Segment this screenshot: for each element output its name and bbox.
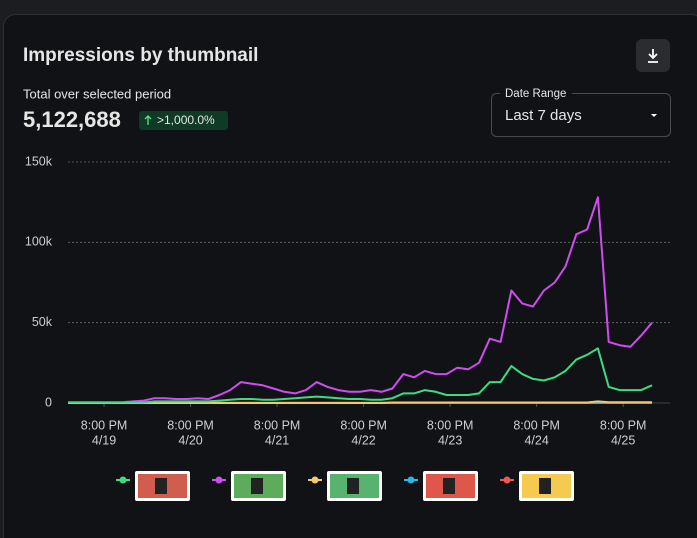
total-value: 5,122,688 xyxy=(23,107,121,132)
y-tick-label: 0 xyxy=(45,395,52,409)
legend-thumbnail-art xyxy=(347,478,359,494)
date-range-value: Last 7 days xyxy=(505,107,582,124)
legend-marker-dot xyxy=(407,476,415,484)
y-tick-label: 50k xyxy=(32,315,53,329)
card xyxy=(3,14,697,538)
series-line xyxy=(68,196,653,404)
change-badge xyxy=(139,111,228,130)
legend-item[interactable] xyxy=(404,471,478,501)
date-range-label: Date Range xyxy=(505,88,566,100)
x-tick-label: 4/22 xyxy=(351,433,375,447)
legend-marker-dot xyxy=(119,476,127,484)
x-tick-label: 4/25 xyxy=(611,433,635,447)
legend-marker-dot xyxy=(215,476,223,484)
x-tick-label: 4/21 xyxy=(265,433,289,447)
y-tick-label: 100k xyxy=(25,235,53,249)
x-tick-label: 4/20 xyxy=(178,433,202,447)
change-value: >1,000.0% xyxy=(157,113,215,127)
legend-thumbnail-art xyxy=(539,478,551,494)
x-tick-label: 4/23 xyxy=(438,433,462,447)
legend-marker-dot xyxy=(311,476,319,484)
date-range-select[interactable]: Date Range Last 7 days xyxy=(491,88,671,137)
legend-thumbnail-art xyxy=(155,478,167,494)
legend-item[interactable] xyxy=(500,471,574,501)
x-tick-label: 8:00 PM xyxy=(600,418,647,432)
total-label: Total over selected period xyxy=(23,86,171,101)
legend-thumbnail-art xyxy=(251,478,263,494)
download-button[interactable] xyxy=(636,39,670,72)
y-tick-label: 150k xyxy=(25,154,53,168)
title: Impressions by thumbnail xyxy=(23,45,258,66)
x-tick-label: 8:00 PM xyxy=(254,418,301,432)
legend-item[interactable] xyxy=(212,471,286,501)
up-arrow xyxy=(144,115,152,125)
x-tick-label: 8:00 PM xyxy=(81,418,128,432)
legend-marker-dot xyxy=(503,476,511,484)
x-tick-label: 4/24 xyxy=(524,433,548,447)
x-tick-label: 8:00 PM xyxy=(513,418,560,432)
series-line xyxy=(68,347,653,404)
x-tick-label: 8:00 PM xyxy=(427,418,474,432)
legend-item[interactable] xyxy=(308,471,382,501)
legend-thumbnail-art xyxy=(443,478,455,494)
series-line xyxy=(68,400,652,404)
x-tick-label: 4/19 xyxy=(92,433,116,447)
x-tick-label: 8:00 PM xyxy=(340,418,387,432)
legend-item[interactable] xyxy=(116,471,190,501)
x-tick-label: 8:00 PM xyxy=(167,418,214,432)
